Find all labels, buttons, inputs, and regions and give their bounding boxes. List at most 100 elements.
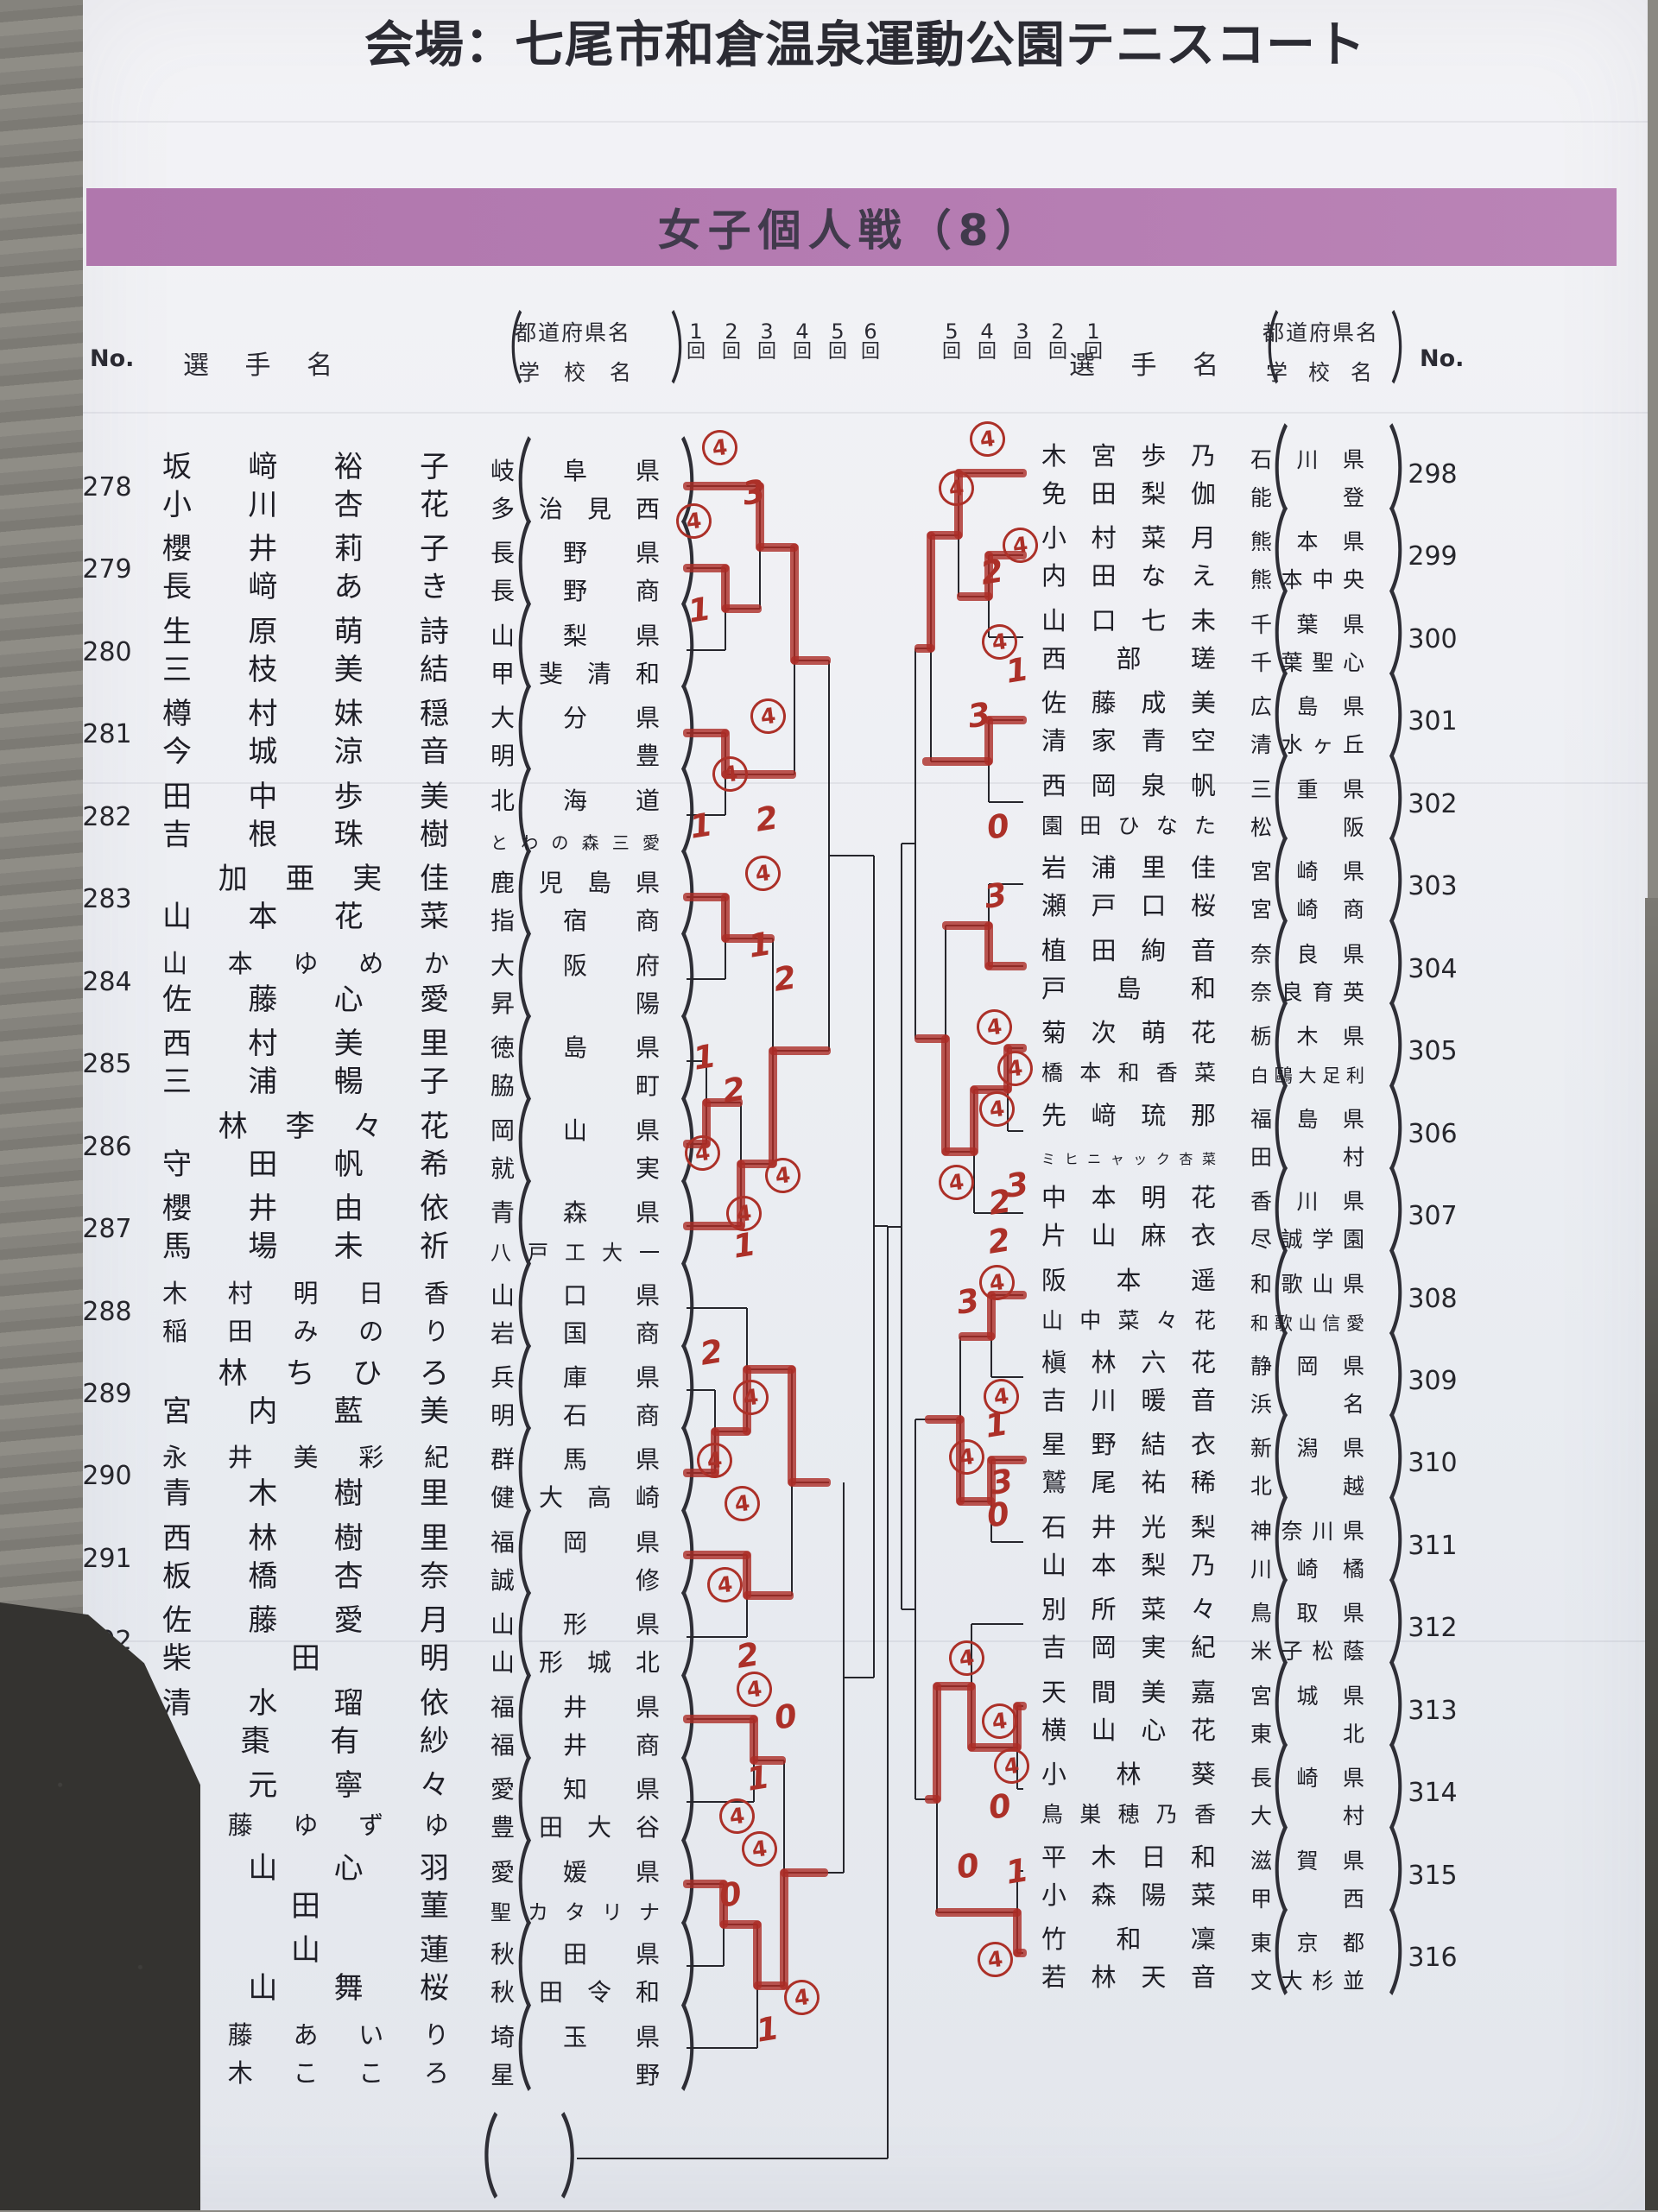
school-paren-close: ） bbox=[1387, 1158, 1435, 1267]
school-name: 米子松蔭 bbox=[1250, 1639, 1364, 1664]
school-paren-open: （ bbox=[1242, 581, 1290, 691]
score-mark: 3 bbox=[965, 695, 993, 736]
entry-number: 311 bbox=[1408, 1531, 1458, 1561]
player-name: 西村美里 bbox=[162, 1027, 449, 1061]
player-name: 西岡泉帆 bbox=[1041, 771, 1216, 800]
winner-path bbox=[743, 1366, 751, 1435]
prefecture-name: 愛媛県 bbox=[490, 1858, 660, 1887]
score-mark: 1 bbox=[1003, 1851, 1031, 1892]
player-name: 生原萌詩 bbox=[162, 615, 449, 649]
header-paren-close-left: ） bbox=[669, 303, 709, 395]
winner-path bbox=[683, 1222, 744, 1230]
winner-path bbox=[769, 1046, 831, 1055]
school-paren-open: （ bbox=[1242, 993, 1290, 1103]
entry-number: 306 bbox=[1408, 1119, 1458, 1149]
school-paren-open: （ bbox=[485, 594, 534, 704]
school-paren-close: ） bbox=[1387, 498, 1435, 608]
school-paren-close: ） bbox=[1387, 1241, 1435, 1350]
school-paren-close: ） bbox=[1387, 828, 1435, 938]
player-name: 戸島和 bbox=[1041, 974, 1216, 1003]
winner-path bbox=[925, 1795, 940, 1804]
player-name: 田中歩美 bbox=[162, 780, 449, 814]
prefecture-name: 徳島県 bbox=[490, 1033, 660, 1062]
school-name: 多治見西 bbox=[490, 495, 660, 523]
winner-path bbox=[957, 1497, 995, 1506]
player-name: 吉川暖音 bbox=[1041, 1386, 1216, 1415]
school-paren-open: （ bbox=[1242, 416, 1290, 526]
prefecture-name: 熊本県 bbox=[1250, 529, 1364, 554]
score-mark: 1 bbox=[687, 806, 715, 846]
player-name: 宮内藍美 bbox=[162, 1394, 449, 1429]
winner-path bbox=[971, 1085, 1011, 1094]
champion-slot-open: （ bbox=[450, 2105, 500, 2212]
school-name: 長野商 bbox=[490, 577, 660, 605]
school-name: 能登 bbox=[1250, 485, 1364, 510]
player-name: 山本花菜 bbox=[162, 900, 449, 934]
prefecture-name: 長崎県 bbox=[1250, 1766, 1364, 1791]
winner-path bbox=[1013, 1703, 1022, 1751]
winner-path bbox=[791, 656, 831, 665]
winner-path bbox=[722, 934, 775, 943]
score-mark: 3 bbox=[987, 1462, 1016, 1502]
school-name: 指宿商 bbox=[490, 907, 660, 935]
school-name: 星野 bbox=[490, 2061, 660, 2089]
school-paren-open: （ bbox=[1242, 1817, 1290, 1927]
bracket-line bbox=[687, 649, 725, 652]
school-name: 明石商 bbox=[490, 1401, 660, 1430]
prefecture-name: 岡山県 bbox=[490, 1116, 660, 1145]
school-name: とわの森三愛 bbox=[490, 832, 660, 853]
school-paren-close: ） bbox=[679, 1995, 727, 2105]
player-name: 小林葵 bbox=[1041, 1760, 1216, 1789]
player-name: 今城涼音 bbox=[162, 735, 449, 769]
prefecture-name: 鹿児島県 bbox=[490, 869, 660, 897]
winner-path bbox=[683, 1140, 710, 1148]
bracket-line bbox=[902, 843, 915, 845]
player-name: 星野結衣 bbox=[1041, 1430, 1216, 1459]
school-paren-open: （ bbox=[485, 1830, 534, 1940]
player-name: 清水瑠依 bbox=[162, 1686, 449, 1721]
winner-path bbox=[955, 469, 1027, 477]
winner-path bbox=[683, 893, 729, 901]
entry-number: 279 bbox=[82, 554, 132, 585]
bracket-line bbox=[902, 1608, 915, 1611]
player-name: 免田梨伽 bbox=[1041, 479, 1216, 509]
school-paren-open: （ bbox=[485, 759, 534, 869]
prefecture-name: 青森県 bbox=[490, 1198, 660, 1227]
school-paren-open: （ bbox=[485, 1501, 534, 1610]
header-pref-left: 都道府県名 bbox=[515, 320, 632, 345]
header-school-right: 学 校 名 bbox=[1266, 360, 1379, 385]
school-paren-open: （ bbox=[1242, 1899, 1290, 2009]
school-paren-open: （ bbox=[1242, 1241, 1290, 1350]
winner-path bbox=[984, 717, 993, 765]
winner-path bbox=[744, 1591, 794, 1600]
school-paren-close: ） bbox=[1387, 1405, 1435, 1514]
school-name: 豊田大谷 bbox=[490, 1813, 660, 1842]
header-paren-close-right: ） bbox=[1389, 303, 1429, 395]
player-name: 若林天音 bbox=[1041, 1962, 1216, 1992]
winner-path bbox=[933, 1683, 941, 1803]
school-name: 健大高崎 bbox=[490, 1483, 660, 1512]
winner-path bbox=[984, 552, 993, 600]
player-name: 棗有紗 bbox=[240, 1724, 449, 1759]
winner-path bbox=[1004, 1044, 1027, 1052]
sheet-seam bbox=[83, 782, 1648, 784]
bracket-line bbox=[844, 1677, 874, 1679]
player-name: 鳥巣穂乃香 bbox=[1041, 1802, 1216, 1827]
player-name: 小川杏花 bbox=[162, 488, 449, 522]
school-paren-close: ） bbox=[1387, 581, 1435, 691]
school-name: 大村 bbox=[1250, 1804, 1364, 1829]
school-name: 聖カタリナ bbox=[490, 1900, 660, 1924]
prefecture-name: 埼玉県 bbox=[490, 2023, 660, 2051]
winner-path bbox=[941, 1035, 950, 1155]
player-name: 小村菜月 bbox=[1041, 523, 1216, 553]
score-mark: 2 bbox=[752, 799, 781, 839]
winner-path bbox=[683, 729, 729, 737]
prefecture-name: 静岡県 bbox=[1250, 1354, 1364, 1379]
school-name: 山形城北 bbox=[490, 1648, 660, 1677]
prefecture-name: 群馬県 bbox=[490, 1445, 660, 1474]
player-name: 橋本和香菜 bbox=[1041, 1060, 1216, 1085]
prefecture-name: 北海道 bbox=[490, 787, 660, 815]
school-name: 奈良育英 bbox=[1250, 980, 1364, 1005]
